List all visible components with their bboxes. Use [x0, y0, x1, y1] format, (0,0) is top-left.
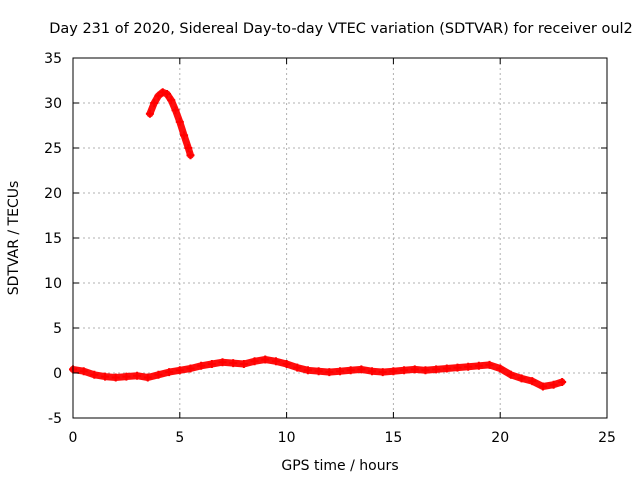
y-tick-label: 35 — [44, 51, 62, 67]
data-point — [303, 366, 312, 375]
data-point — [496, 364, 505, 373]
data-point — [432, 365, 441, 374]
data-point — [346, 366, 355, 375]
data-point — [101, 372, 110, 381]
data-point — [167, 96, 176, 105]
y-tick-label: 20 — [44, 186, 62, 202]
data-point — [336, 367, 344, 376]
y-tick-label: 0 — [53, 366, 62, 382]
data-point — [180, 131, 189, 140]
data-point — [558, 378, 567, 386]
data-point — [122, 372, 131, 381]
data-point — [154, 370, 163, 379]
y-axis-label: SDTVAR / TECUs — [6, 181, 22, 296]
data-point — [186, 364, 195, 373]
data-point — [165, 368, 174, 377]
x-axis-label: GPS time / hours — [281, 458, 398, 474]
data-point — [154, 91, 163, 100]
x-tick-label: 15 — [384, 430, 402, 446]
y-tick-label: 25 — [44, 141, 62, 157]
data-point — [79, 367, 88, 376]
data-point — [143, 373, 152, 382]
data-point — [175, 366, 184, 375]
data-point — [442, 364, 451, 373]
chart-title: Day 231 of 2020, Sidereal Day-to-day VTE… — [49, 21, 633, 37]
data-point — [528, 377, 537, 386]
data-point — [400, 366, 409, 375]
data-point — [175, 117, 184, 126]
data-point — [368, 367, 377, 376]
data-point — [357, 365, 366, 374]
data-point — [549, 380, 558, 389]
data-point — [453, 363, 462, 372]
x-tick-label: 0 — [69, 430, 78, 446]
data-point — [150, 99, 159, 107]
data-point — [538, 382, 547, 391]
data-point — [389, 367, 398, 376]
y-tick-label: -5 — [48, 411, 62, 427]
series-layer — [69, 88, 567, 391]
data-point — [171, 106, 180, 115]
data-point — [111, 373, 120, 382]
data-point — [90, 370, 99, 379]
data-point — [158, 88, 167, 97]
data-point — [293, 363, 302, 372]
x-tick-label: 10 — [278, 430, 296, 446]
data-point — [517, 374, 526, 383]
x-tick-label: 25 — [598, 430, 616, 446]
data-point — [485, 360, 494, 369]
data-point — [314, 367, 323, 376]
data-point — [282, 360, 291, 368]
data-point — [184, 144, 193, 152]
y-tick-label: 30 — [44, 96, 62, 112]
data-point — [410, 365, 419, 374]
data-point — [271, 357, 280, 366]
data-point — [133, 371, 142, 380]
data-point — [197, 361, 206, 370]
data-point — [474, 361, 483, 370]
data-point — [218, 358, 227, 367]
y-tick-label: 10 — [44, 276, 62, 292]
series-0 — [145, 88, 195, 160]
y-tick-label: 5 — [53, 321, 62, 337]
data-point — [229, 359, 238, 368]
series-1 — [69, 355, 567, 391]
data-point — [207, 360, 216, 368]
data-point — [145, 109, 154, 118]
data-point — [186, 151, 195, 160]
x-tick-label: 20 — [491, 430, 509, 446]
ticks: 0 5 10 15 20 25 -5 0 5 10 15 20 25 30 35 — [44, 51, 616, 446]
data-point — [421, 366, 430, 375]
data-point — [506, 370, 515, 379]
data-point — [378, 368, 387, 377]
data-point — [325, 368, 334, 377]
data-point — [464, 362, 473, 371]
y-tick-label: 15 — [44, 231, 62, 247]
x-tick-label: 5 — [175, 430, 184, 446]
data-point — [250, 357, 259, 366]
data-point — [162, 90, 171, 98]
data-point — [239, 360, 248, 368]
data-point — [261, 355, 270, 364]
